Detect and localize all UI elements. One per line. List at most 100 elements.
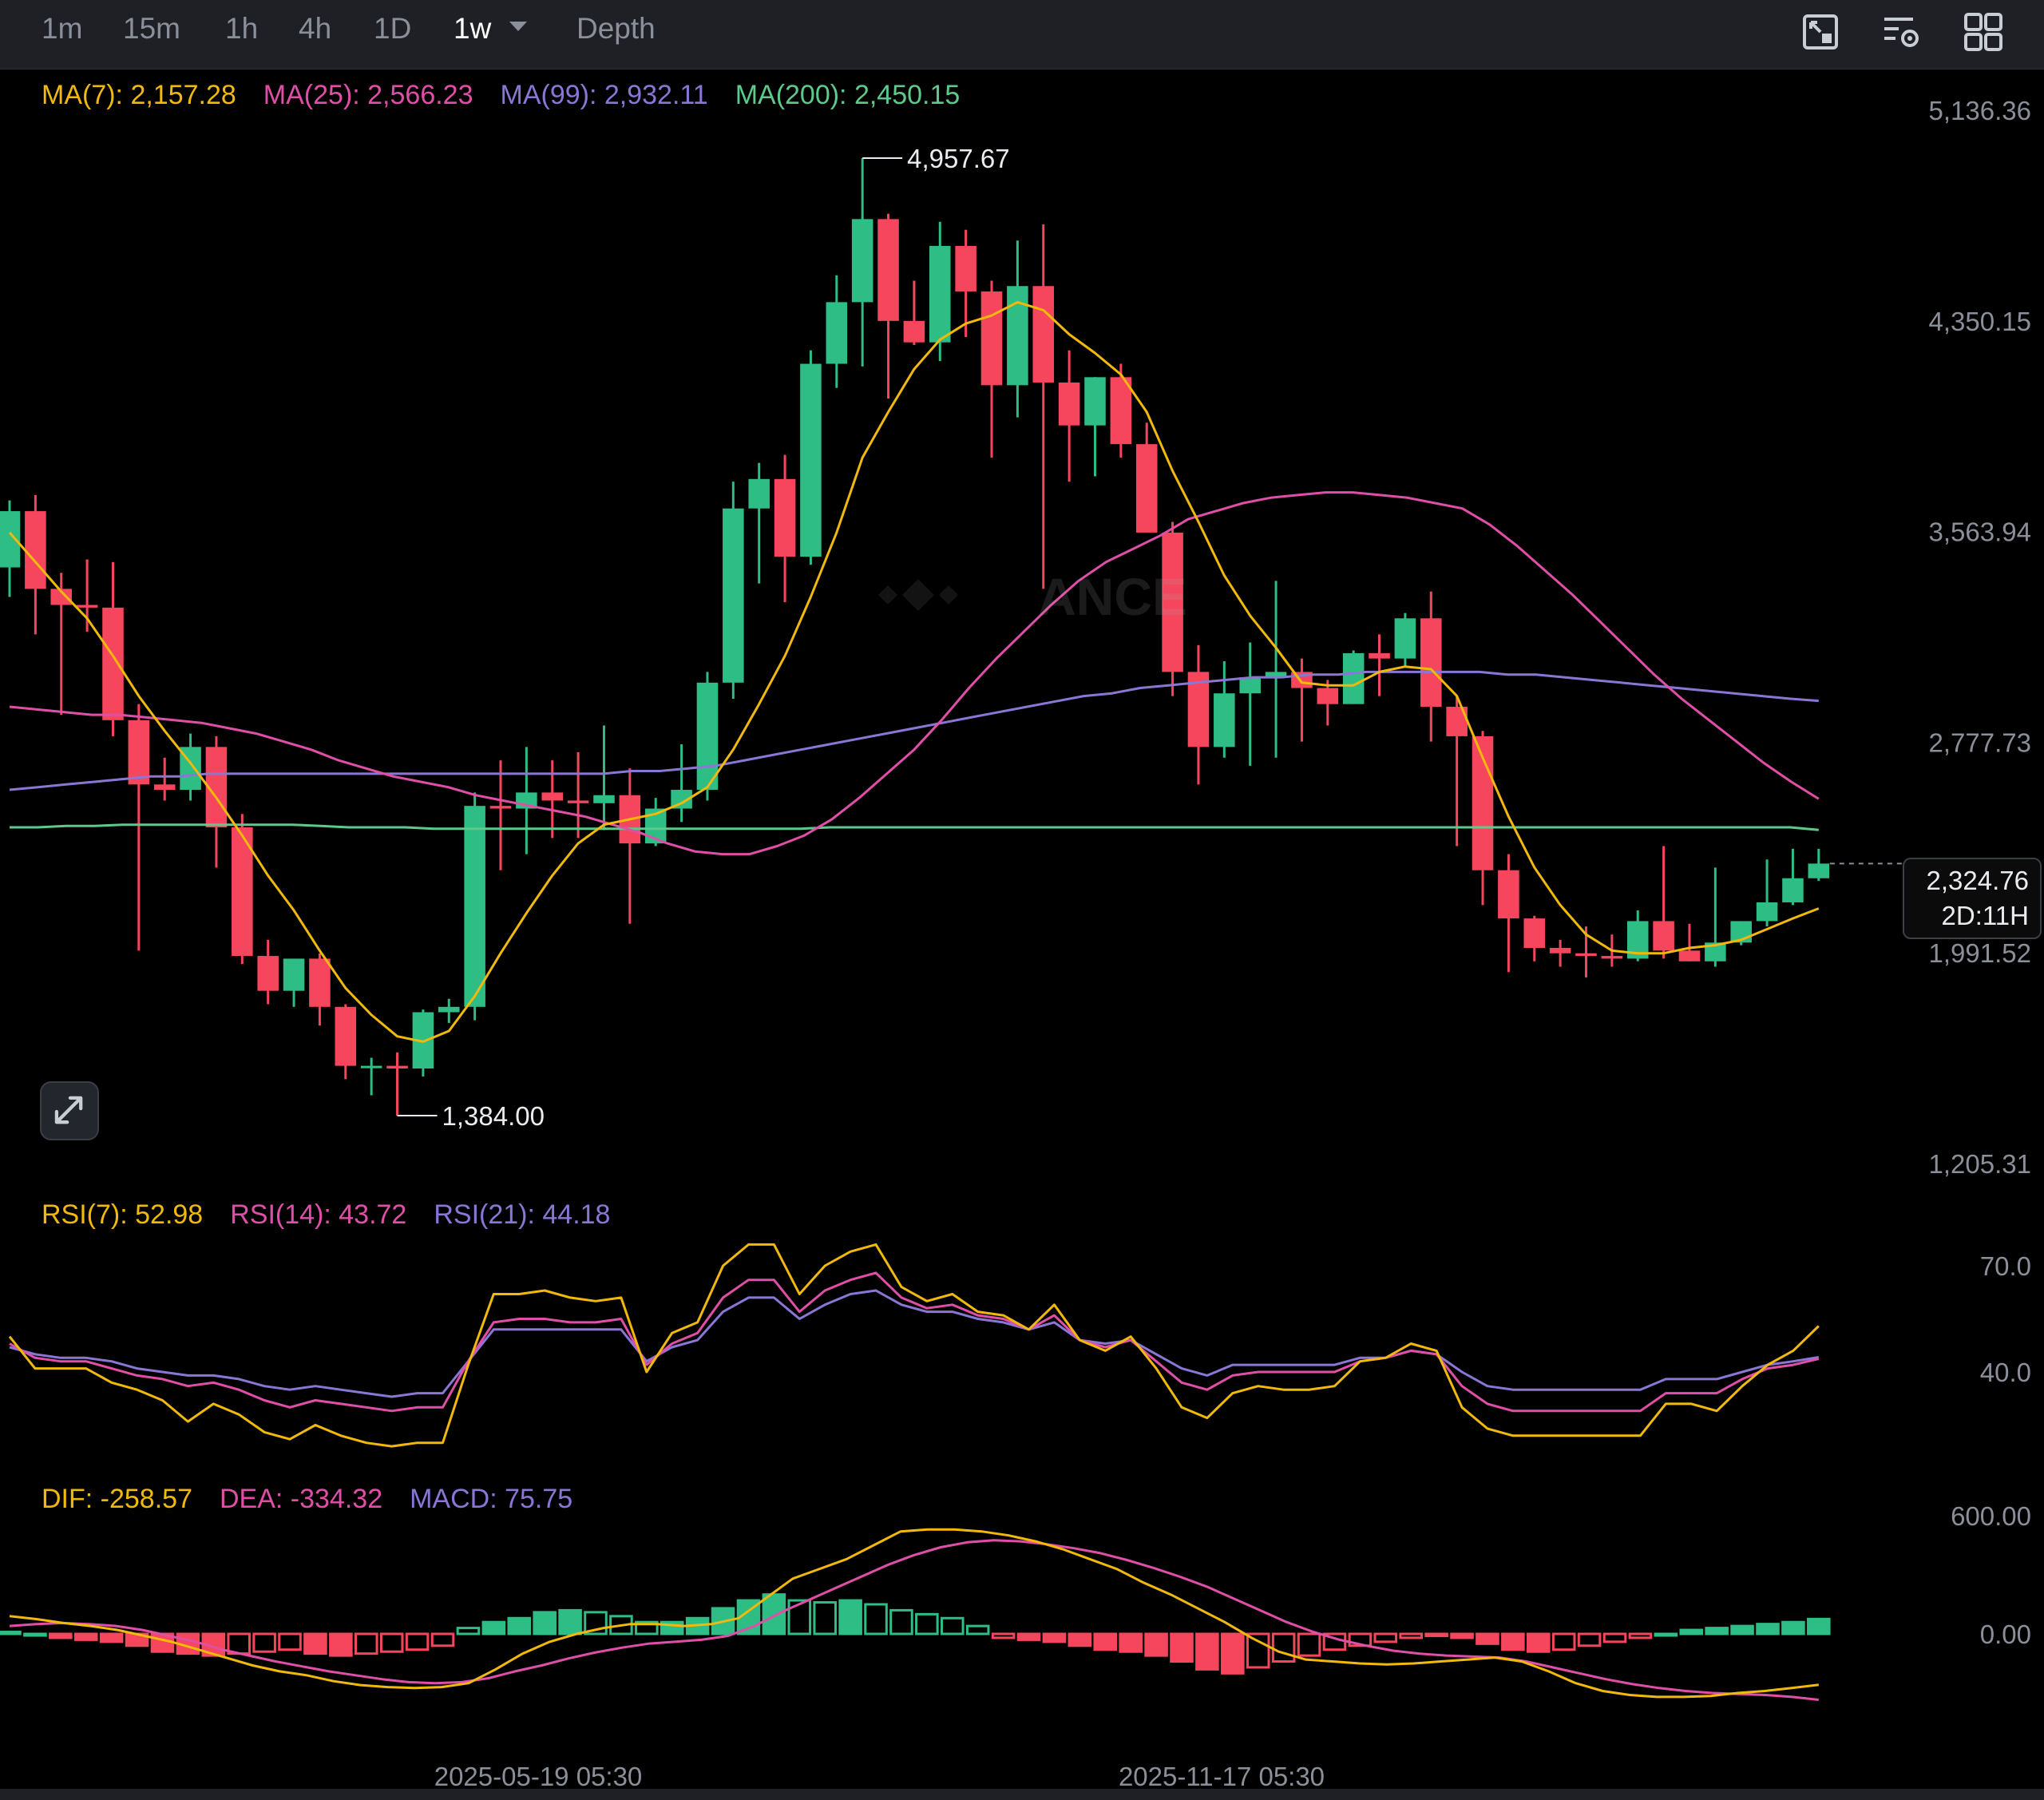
candle-body <box>489 806 512 809</box>
candle-body <box>593 795 615 803</box>
macd-histogram-bar <box>1654 1632 1678 1637</box>
rsi-legend-rsi21: RSI(21): 44.18 <box>434 1199 610 1230</box>
timeframe-15m[interactable]: 15m <box>123 12 180 45</box>
macd-histogram-bar <box>1781 1620 1805 1635</box>
macd-histogram-bar <box>533 1611 557 1635</box>
ma25-line <box>9 491 1820 856</box>
macd-histogram-bar <box>991 1632 1016 1639</box>
macd-histogram-bar <box>23 1632 47 1637</box>
rsi-legend-rsi7: RSI(7): 52.98 <box>42 1199 203 1230</box>
chevron-down-icon <box>509 22 527 32</box>
candle-body <box>723 508 744 683</box>
candle-body <box>1265 672 1287 678</box>
candle-body <box>1187 672 1210 747</box>
macd-histogram-bar <box>1221 1632 1245 1675</box>
candle-body <box>1808 863 1830 878</box>
candle-body <box>257 956 279 991</box>
rsi-axis-tick: 40.0 <box>1980 1358 2031 1387</box>
watermark-text: ANCE <box>1038 567 1187 626</box>
price-axis-tick: 3,563.94 <box>1929 517 2031 547</box>
time-axis-label: 2025-05-19 05:30 <box>434 1762 643 1791</box>
candle-body <box>360 1065 382 1069</box>
macd-histogram-bar <box>1042 1632 1067 1643</box>
rsi-axis-tick: 70.0 <box>1980 1251 2031 1281</box>
candle-body <box>929 245 951 343</box>
macd-histogram-bar <box>1144 1632 1168 1657</box>
high-price-label: 4,957.67 <box>907 144 1009 173</box>
timeframe-1m[interactable]: 1m <box>42 12 83 45</box>
macd-histogram-bar <box>1297 1632 1321 1657</box>
macd-histogram-bar <box>1348 1632 1373 1647</box>
watermark-logo <box>878 579 958 611</box>
candle-body <box>1369 652 1390 659</box>
low-price-label: 1,384.00 <box>442 1101 545 1131</box>
timeframe-1h[interactable]: 1h <box>225 12 259 45</box>
candle-body <box>1705 942 1726 961</box>
price-axis-tick: 1,205.31 <box>1929 1149 2031 1179</box>
macd-histogram-bar <box>1577 1632 1602 1647</box>
candle-body <box>1135 444 1158 533</box>
price-chart[interactable]: 5,136.36 4,350.15 3,563.94 2,777.73 1,991.52… <box>0 70 2044 1795</box>
macd-histogram-bar <box>329 1632 353 1657</box>
candle-body <box>25 511 46 589</box>
macd-histogram-bar <box>1756 1623 1780 1635</box>
dif-line <box>9 1528 1819 1699</box>
macd-histogram-bar <box>965 1624 990 1635</box>
price-axis-tick: 4,350.15 <box>1929 307 2031 336</box>
rsi14-line <box>9 1271 1820 1413</box>
fullscreen-button[interactable] <box>40 1081 99 1140</box>
rsi21-line <box>9 1289 1820 1398</box>
candle-body <box>438 1006 460 1013</box>
macd-histogram-bar <box>635 1620 659 1635</box>
macd-histogram-bar <box>1399 1632 1423 1639</box>
candle-body <box>1601 956 1623 959</box>
timeframe-1d[interactable]: 1D <box>374 12 412 45</box>
ma99-line <box>9 670 1819 791</box>
candle-body <box>50 589 73 605</box>
candle-body <box>826 302 848 364</box>
time-axis-label: 2025-11-17 05:30 <box>1119 1762 1325 1791</box>
macd-histogram-bar <box>1271 1632 1296 1663</box>
candle-body <box>903 320 925 343</box>
candle-body <box>1162 532 1183 672</box>
timeframe-1w[interactable]: 1w <box>454 11 527 46</box>
macd-histogram-bar <box>0 1631 22 1635</box>
ma-legend-ma200: MA(200): 2,450.15 <box>735 80 961 110</box>
candle-body <box>1756 902 1778 922</box>
candle-body <box>748 478 770 509</box>
macd-histogram-bar <box>1170 1632 1194 1663</box>
candle-body <box>76 605 98 608</box>
candle-body <box>335 1006 357 1066</box>
macd-histogram-bar <box>584 1611 608 1635</box>
macd-legend-dea: DEA: -334.32 <box>220 1484 382 1514</box>
chart-capture-icon[interactable] <box>1800 11 1841 53</box>
macd-histogram-bar <box>915 1612 939 1635</box>
macd-histogram-bar <box>481 1620 506 1635</box>
ma-legend-ma25: MA(25): 2,566.23 <box>263 80 473 110</box>
depth-tab[interactable]: Depth <box>576 12 656 45</box>
macd-histogram-bar <box>1527 1632 1551 1653</box>
candle-body <box>1523 918 1546 948</box>
candle-body <box>1214 693 1235 747</box>
macd-axis-tick: 0.00 <box>1980 1620 2031 1649</box>
candle-body <box>386 1065 408 1069</box>
candle-body <box>1549 947 1571 954</box>
macd-histogram-bar <box>1424 1632 1448 1637</box>
expand-arrows-icon <box>54 1096 83 1124</box>
timeframe-toolbar: 1m 15m 1h 4h 1D 1w Depth <box>0 0 2044 69</box>
macd-histogram-bar <box>864 1603 888 1635</box>
candle-body <box>464 806 485 1007</box>
timeframe-4h[interactable]: 4h <box>299 12 332 45</box>
macd-legend-dif: DIF: -258.57 <box>42 1484 192 1514</box>
macd-histogram-bar <box>456 1627 481 1635</box>
macd-histogram-bar <box>1551 1632 1576 1651</box>
layout-grid-icon[interactable] <box>1963 11 2004 53</box>
candle-body <box>0 511 21 568</box>
candle-body <box>851 219 873 303</box>
macd-histogram-bar <box>99 1632 124 1643</box>
indicator-settings-icon[interactable] <box>1881 11 1923 53</box>
macd-histogram-bar <box>278 1632 302 1651</box>
macd-histogram-bar <box>762 1593 786 1635</box>
candle-body <box>671 790 692 809</box>
candle-body <box>232 827 253 957</box>
